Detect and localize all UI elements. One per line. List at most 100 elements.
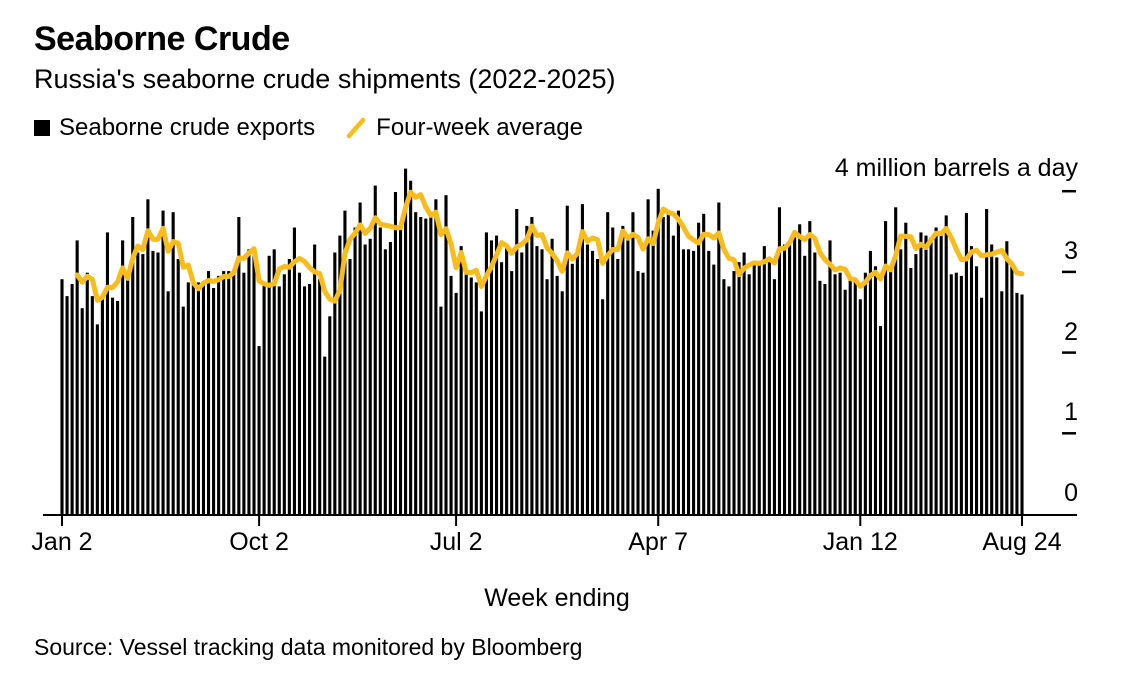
export-bar [843,289,847,514]
export-bar [262,284,266,514]
export-bar [171,212,175,514]
export-bar [378,227,382,514]
export-bar [803,255,807,515]
export-bar [621,225,625,514]
export-bar [990,244,994,514]
export-bar [1020,294,1024,514]
export-bar [181,306,185,514]
export-bar [722,279,726,514]
export-bar [287,259,291,514]
export-bar [75,240,79,514]
x-tick-label: Oct 2 [229,528,289,556]
export-bar [85,272,89,514]
export-bar [969,246,974,514]
export-bar [727,286,731,514]
export-bar [550,238,554,515]
export-bar [959,275,963,514]
legend-item-average: Four-week average [345,114,583,142]
export-bar [90,296,94,514]
export-bar [474,282,478,514]
four-week-average-line [74,189,1025,304]
export-bar [464,274,468,514]
export-bar [515,209,519,514]
export-bar [444,195,448,514]
export-bar [671,235,675,514]
export-bar [681,249,686,515]
x-tick-label: Jul 2 [429,528,483,556]
export-bar [995,257,999,514]
export-bar [217,275,221,514]
export-bar [131,217,135,514]
export-bar [348,259,352,514]
export-bar [838,272,842,514]
export-bar [732,271,736,514]
export-bar [520,252,524,514]
export-bar [985,209,989,514]
export-bar [222,271,226,514]
export-bar [186,282,190,514]
legend-label-exports: Seaborne crude exports [59,114,316,141]
export-bar [590,250,595,514]
export-bar [798,224,802,515]
export-bar [954,272,958,514]
export-bar [818,280,822,514]
export-bar [762,246,766,514]
export-bar [757,264,761,514]
export-bar [788,240,792,514]
export-bar [656,188,660,515]
export-bar [934,227,938,514]
export-bar [676,210,680,514]
export-bar [884,221,888,514]
export-bar [707,250,711,514]
export-bar [237,217,241,514]
export-bar [853,279,857,514]
x-axis-title: Week ending [484,584,630,612]
export-bar [308,284,312,514]
export-bar [848,277,852,514]
line-swatch-icon [346,117,366,139]
export-bar [899,249,903,515]
export-bar [712,264,716,514]
export-bar [858,299,862,514]
bars-series [60,168,1024,515]
export-bar [343,210,347,514]
export-bar [353,227,357,514]
page-title: Seaborne Crude [34,20,290,58]
export-bar [1010,266,1014,514]
chart-subtitle: Russia's seaborne crude shipments (2022-… [34,64,616,94]
export-bar [105,232,110,514]
export-bar [889,266,893,514]
export-bar [894,207,898,515]
export-bar [505,244,509,514]
export-bar [919,232,923,514]
export-bar [611,227,615,514]
export-bar [717,202,721,514]
export-bar [449,275,453,514]
export-bar [878,326,883,514]
export-bar [454,292,458,514]
export-bar [156,252,160,514]
export-bar [100,296,104,514]
export-bar [146,199,150,515]
export-bar [80,308,84,514]
export-bar [782,244,787,514]
export-bar [1015,292,1019,514]
export-bar [585,244,590,514]
export-bar [313,244,317,514]
export-bar [924,235,928,514]
export-bar [939,234,943,514]
export-bar [166,291,170,514]
export-bar [1000,291,1004,514]
export-bar [419,217,423,514]
export-bar [121,240,125,514]
export-bar [646,199,650,515]
x-tick-label: Apr 7 [628,528,689,556]
export-bar [60,279,64,514]
export-bar [737,262,741,514]
export-bar [302,286,307,514]
export-bar [697,222,701,514]
export-bar [479,311,483,514]
export-bar [484,232,488,514]
